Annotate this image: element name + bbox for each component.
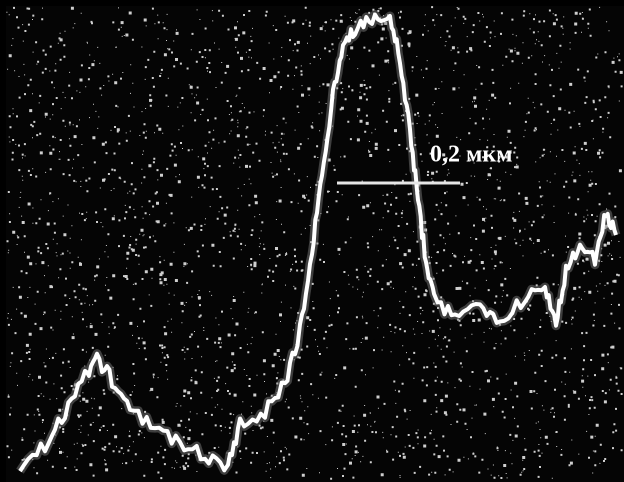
page: 0,2 мкм (() => { const data = JSON.parse… [0, 0, 624, 482]
micrograph: 0,2 мкм [0, 0, 624, 482]
scale-label: 0,2 мкм [430, 142, 513, 168]
